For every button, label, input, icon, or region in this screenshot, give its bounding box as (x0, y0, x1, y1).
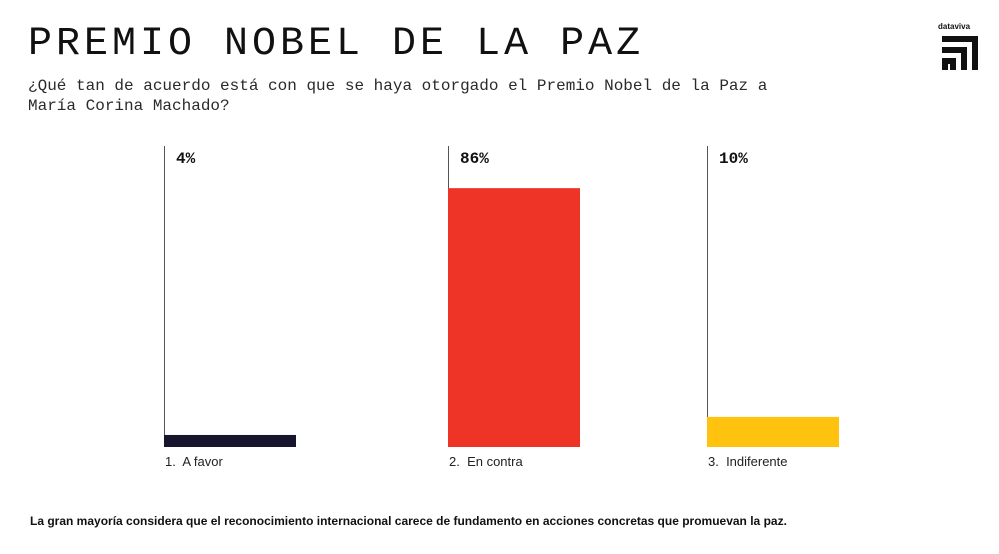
category-label-1: 1. A favor (165, 454, 223, 469)
bar-3 (707, 416, 839, 447)
chart-subtitle: ¿Qué tan de acuerdo está con que se haya… (28, 77, 768, 115)
brand-name: dataviva (938, 22, 971, 31)
brand-logo: dataviva (938, 22, 982, 74)
value-label-1: 4% (176, 150, 196, 168)
bar-1 (164, 434, 296, 447)
value-label-3: 10% (719, 150, 748, 168)
category-label-3: 3. Indiferente (708, 454, 788, 469)
bar-2 (448, 188, 580, 447)
dataviva-logo-icon (942, 36, 978, 70)
category-label-2: 2. En contra (449, 454, 523, 469)
chart-title: PREMIO NOBEL DE LA PAZ (28, 22, 645, 67)
chart-footnote: La gran mayoría considera que el reconoc… (30, 514, 787, 528)
value-label-2: 86% (460, 150, 489, 168)
